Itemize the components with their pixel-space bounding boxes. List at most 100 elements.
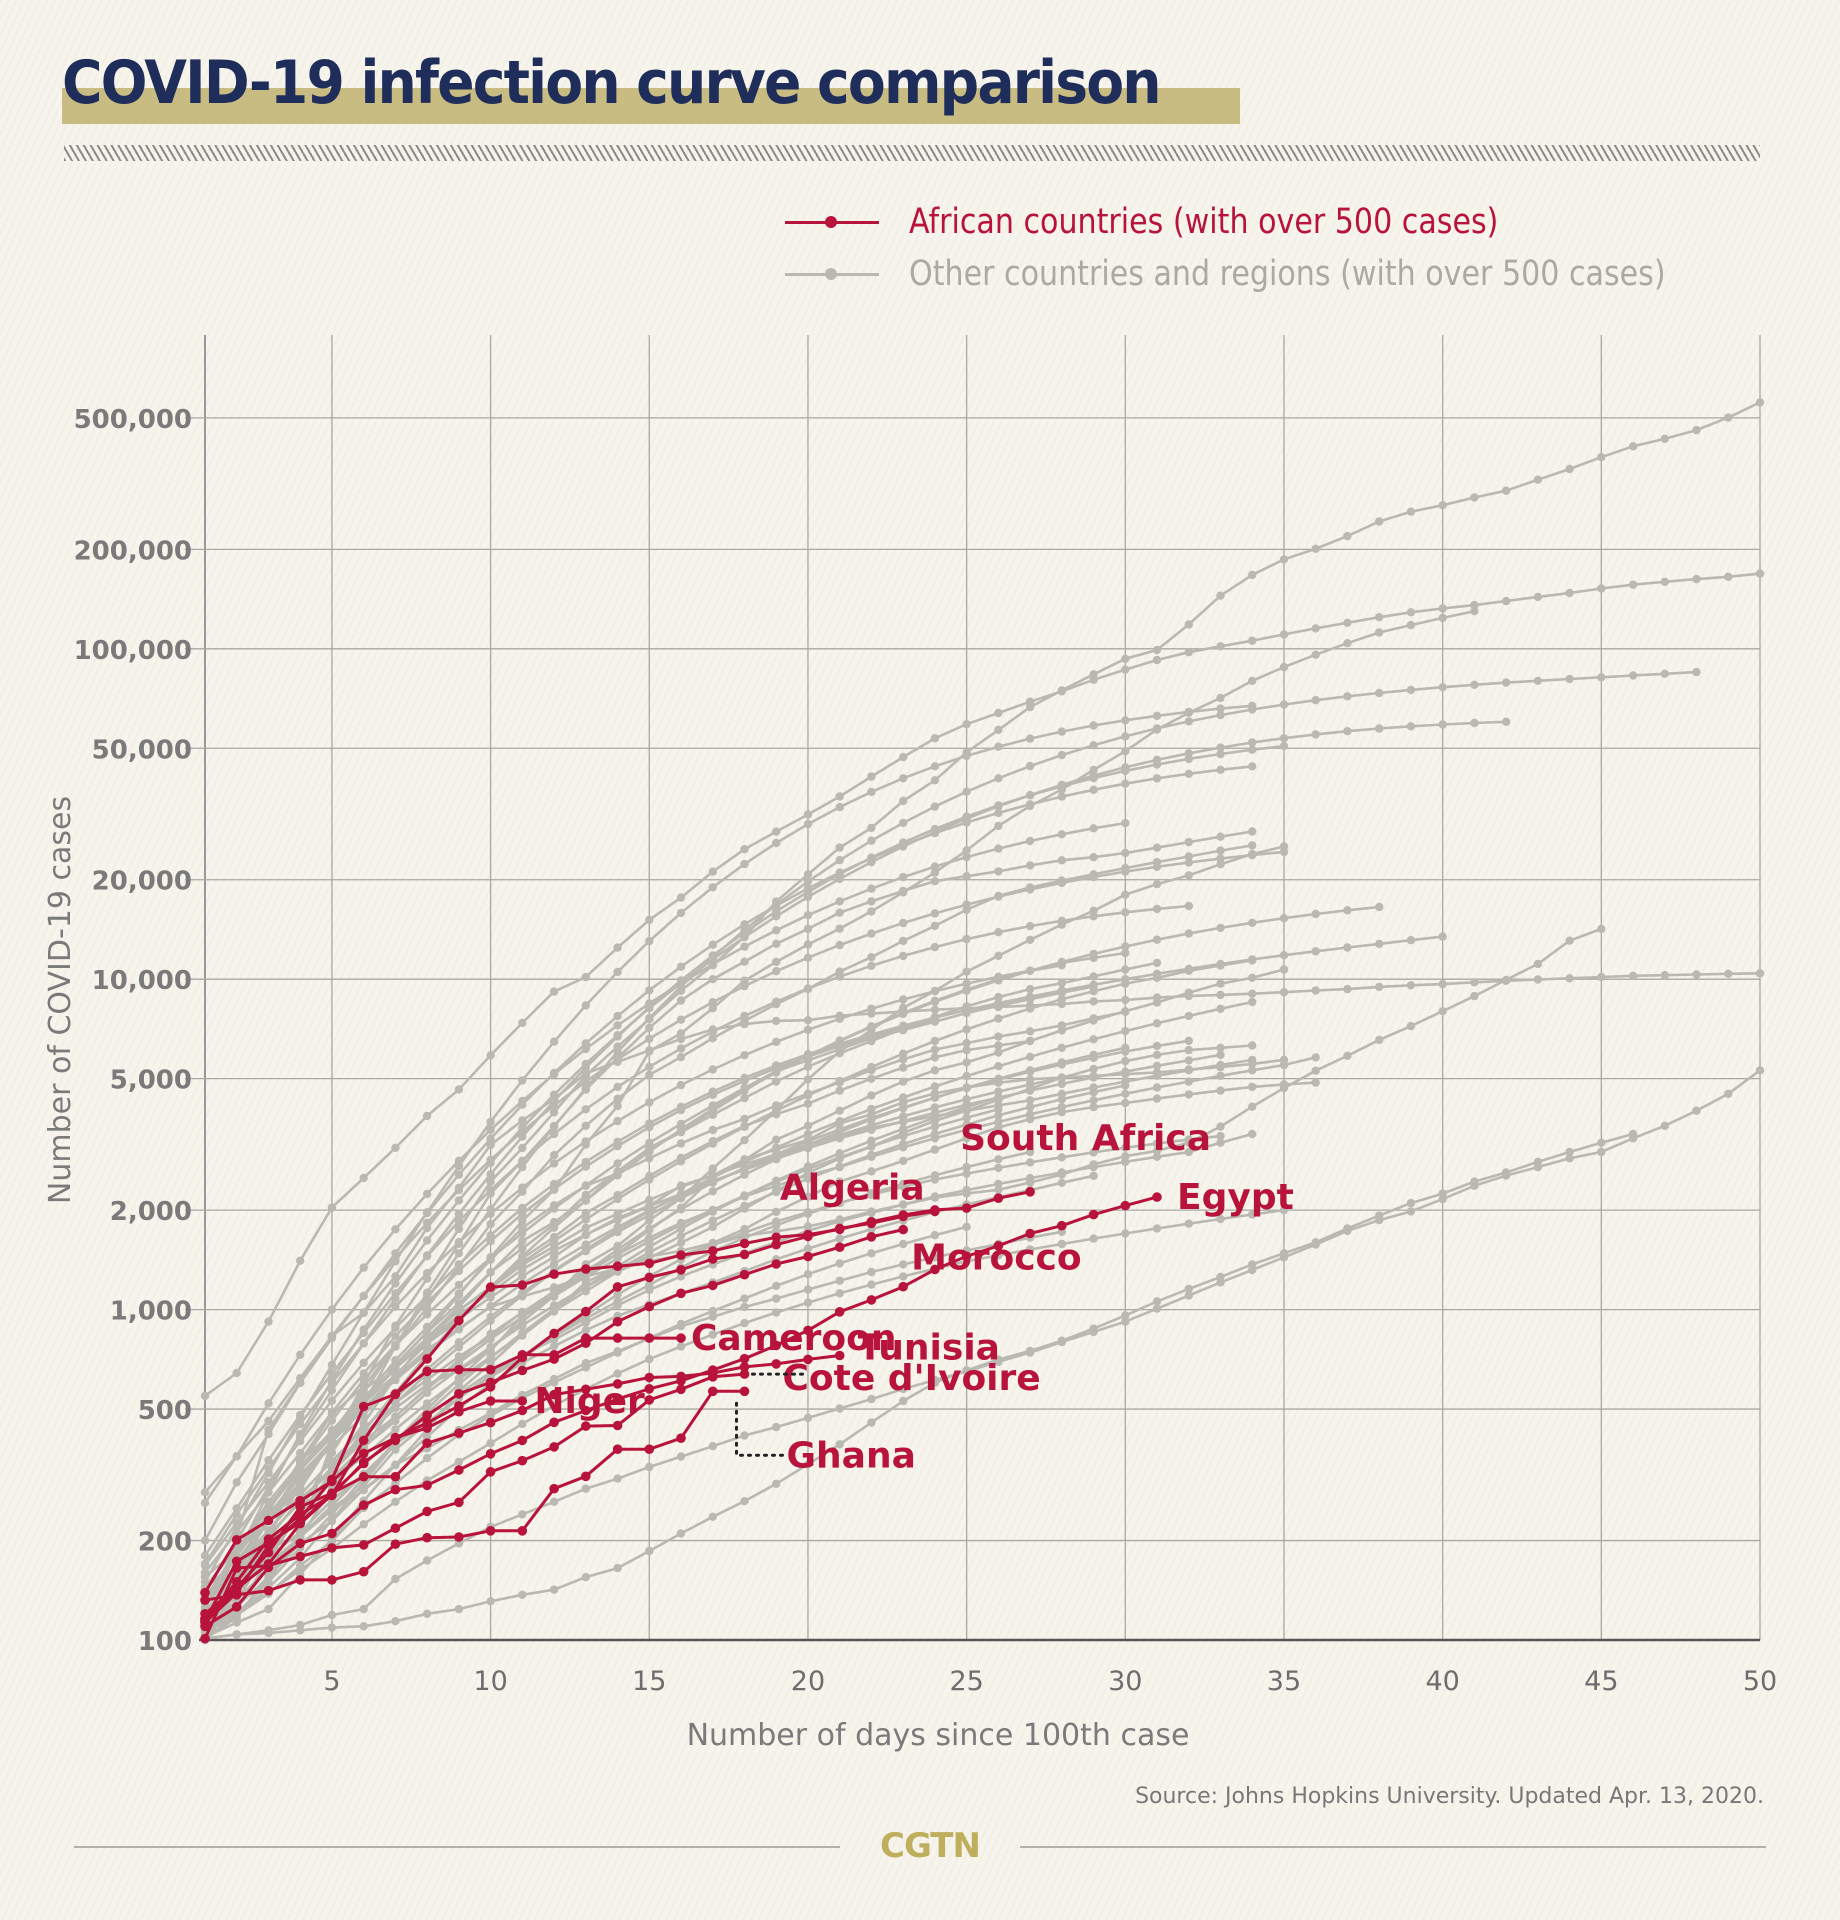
other-series-point bbox=[708, 1330, 717, 1339]
other-series-point bbox=[1692, 574, 1701, 584]
other-series-point bbox=[676, 1157, 686, 1166]
other-series-point bbox=[422, 1251, 432, 1260]
african-series-ghana-point bbox=[390, 1539, 401, 1549]
other-series-point bbox=[772, 1176, 781, 1185]
other-series-point bbox=[1025, 1147, 1035, 1157]
other-series-point bbox=[645, 1062, 654, 1072]
other-series-point bbox=[454, 1249, 464, 1258]
other-series-point bbox=[1025, 1027, 1035, 1036]
other-series-point bbox=[994, 1355, 1003, 1364]
other-series-point bbox=[867, 961, 876, 970]
other-series-point bbox=[549, 1179, 559, 1189]
other-series-point bbox=[803, 1075, 813, 1084]
other-series-point bbox=[930, 1231, 940, 1240]
other-series-point bbox=[1057, 916, 1067, 925]
other-series-point bbox=[835, 1259, 844, 1268]
other-series-point bbox=[1025, 984, 1035, 994]
other-series-point bbox=[708, 1216, 717, 1225]
other-series-point bbox=[1248, 1066, 1257, 1075]
other-series-point bbox=[962, 934, 971, 944]
other-series-point bbox=[359, 1520, 368, 1529]
other-series-point bbox=[391, 1460, 400, 1470]
other-series-point bbox=[327, 1623, 337, 1632]
other-series-point bbox=[772, 1308, 781, 1317]
other-series-point bbox=[613, 1011, 622, 1021]
other-series-point bbox=[1311, 1238, 1320, 1247]
other-series-point bbox=[676, 982, 686, 991]
other-series-point bbox=[422, 1218, 432, 1228]
other-series-point bbox=[930, 802, 940, 811]
african-series-morocco-point bbox=[866, 1232, 877, 1242]
other-series-point bbox=[708, 883, 717, 892]
other-series-point bbox=[1184, 1135, 1194, 1144]
other-series-point bbox=[613, 1245, 622, 1254]
other-series-point bbox=[391, 1257, 400, 1266]
other-series-point bbox=[867, 1004, 876, 1013]
other-series-point bbox=[422, 1556, 432, 1565]
other-series-point bbox=[1311, 1053, 1320, 1062]
other-series-point bbox=[422, 1310, 432, 1319]
other-series-point bbox=[708, 1034, 717, 1043]
other-series-point bbox=[359, 1325, 368, 1334]
other-series-point bbox=[962, 979, 971, 988]
african-series-south-africa-point bbox=[739, 1238, 750, 1249]
african-series-south-africa-point bbox=[454, 1315, 464, 1326]
other-series-point bbox=[899, 1049, 908, 1058]
other-series-point bbox=[835, 972, 844, 981]
other-series-point bbox=[391, 1225, 400, 1234]
other-series-point bbox=[518, 1328, 527, 1338]
other-series-point bbox=[232, 1630, 241, 1639]
other-series-point bbox=[1216, 1131, 1225, 1141]
y-tick-label: 100 bbox=[138, 1627, 192, 1657]
other-series-point bbox=[1279, 1205, 1289, 1215]
other-series-point bbox=[1501, 717, 1511, 726]
other-series-point bbox=[708, 1139, 717, 1148]
other-series-point bbox=[613, 967, 622, 977]
other-series-point bbox=[296, 1626, 305, 1635]
other-series-point bbox=[1660, 577, 1670, 586]
other-series-point bbox=[676, 1231, 686, 1241]
african-series-egypt-point bbox=[1088, 1209, 1099, 1220]
other-series-point bbox=[1121, 1056, 1130, 1066]
other-series-point bbox=[1565, 588, 1574, 598]
other-series-point bbox=[1216, 1050, 1225, 1060]
other-series-point bbox=[581, 1208, 590, 1218]
other-series-point bbox=[264, 1464, 273, 1473]
other-series-point bbox=[930, 909, 940, 918]
other-series-point bbox=[1057, 782, 1067, 791]
other-series-point bbox=[1057, 1178, 1067, 1188]
other-series-point bbox=[803, 1091, 813, 1100]
other-series-point bbox=[1089, 1073, 1098, 1082]
other-series-point bbox=[1216, 710, 1225, 720]
other-series-point bbox=[930, 1192, 940, 1201]
other-series-point bbox=[740, 1164, 749, 1173]
other-series-point bbox=[994, 1048, 1003, 1057]
african-series-south-africa-point bbox=[961, 1203, 972, 1213]
other-series-point bbox=[454, 1289, 464, 1298]
other-series-point bbox=[1152, 1050, 1162, 1060]
other-series-point bbox=[486, 1231, 495, 1240]
african-series-cote-d-ivoire-point bbox=[295, 1551, 306, 1562]
african-series-tunisia-point bbox=[612, 1379, 623, 1389]
other-series-point bbox=[676, 1015, 686, 1024]
african-series-ghana-point bbox=[549, 1483, 559, 1494]
other-series-point bbox=[1089, 1064, 1098, 1074]
african-series-niger bbox=[200, 1396, 528, 1619]
other-series-point bbox=[486, 1170, 495, 1179]
other-series-point bbox=[1248, 676, 1257, 685]
other-series-point bbox=[994, 1117, 1003, 1127]
other-series-point bbox=[1184, 707, 1194, 717]
other-series-point bbox=[486, 1597, 495, 1606]
other-series-point bbox=[867, 1030, 876, 1039]
other-series bbox=[200, 961, 1067, 1569]
african-series-algeria-point bbox=[866, 1218, 877, 1229]
other-series-point bbox=[486, 1185, 495, 1195]
other-series-point bbox=[803, 877, 813, 886]
african-series-egypt-point bbox=[422, 1480, 432, 1491]
other-series-point bbox=[518, 1209, 527, 1219]
other-series-point bbox=[645, 1154, 654, 1163]
other-series-point bbox=[327, 1203, 337, 1212]
y-tick-label: 500 bbox=[138, 1396, 192, 1426]
other-series-point bbox=[1565, 936, 1574, 945]
other-series-point bbox=[1216, 923, 1225, 933]
